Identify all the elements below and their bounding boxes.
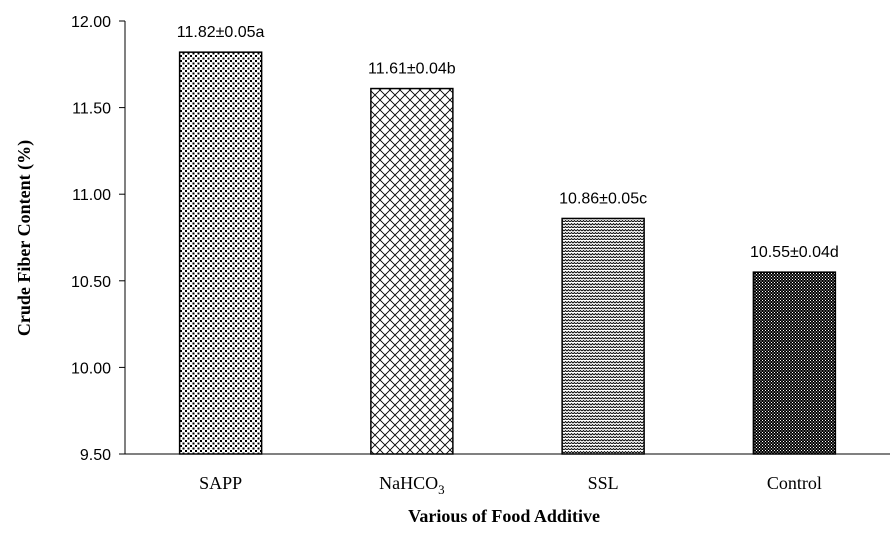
category-label: SAPP [199, 473, 242, 493]
y-tick-label: 10.50 [71, 274, 111, 291]
y-axis-title: Crude Fiber Content (%) [14, 140, 35, 336]
category-label: NaHCO3 [379, 473, 445, 497]
data-labels-group: 11.82±0.05a 11.61±0.04b 10.86±0.05c 10.55±0… [177, 24, 839, 261]
x-axis-title: Various of Food Additive [408, 506, 600, 526]
y-axis-ticks: 9.50 10.00 10.50 11.00 11.50 12.00 [71, 14, 125, 464]
y-tick-label: 10.00 [71, 360, 111, 377]
y-tick-label: 9.50 [80, 447, 111, 464]
bar-control [752, 271, 837, 455]
y-tick-label: 12.00 [71, 14, 111, 31]
data-label: 10.86±0.05c [559, 190, 647, 207]
category-label: SSL [588, 473, 619, 493]
bars-group [178, 51, 837, 455]
bar-nahco3 [370, 87, 454, 455]
category-labels-group: SAPP NaHCO3 SSL Control [199, 473, 822, 497]
bar-ssl [561, 217, 645, 455]
bar-sapp [178, 51, 263, 455]
y-tick-label: 11.00 [72, 187, 111, 204]
y-tick-label: 11.50 [72, 101, 111, 118]
category-label-text: SSL [588, 473, 619, 493]
data-label: 11.61±0.04b [368, 61, 456, 78]
data-label: 11.82±0.05a [177, 24, 265, 41]
category-label: Control [767, 473, 822, 493]
data-label: 10.55±0.04d [750, 244, 839, 261]
category-label-text: NaHCO [379, 473, 438, 493]
category-label-subscript: 3 [438, 482, 445, 497]
category-label-text: Control [767, 473, 822, 493]
category-label-text: SAPP [199, 473, 242, 493]
